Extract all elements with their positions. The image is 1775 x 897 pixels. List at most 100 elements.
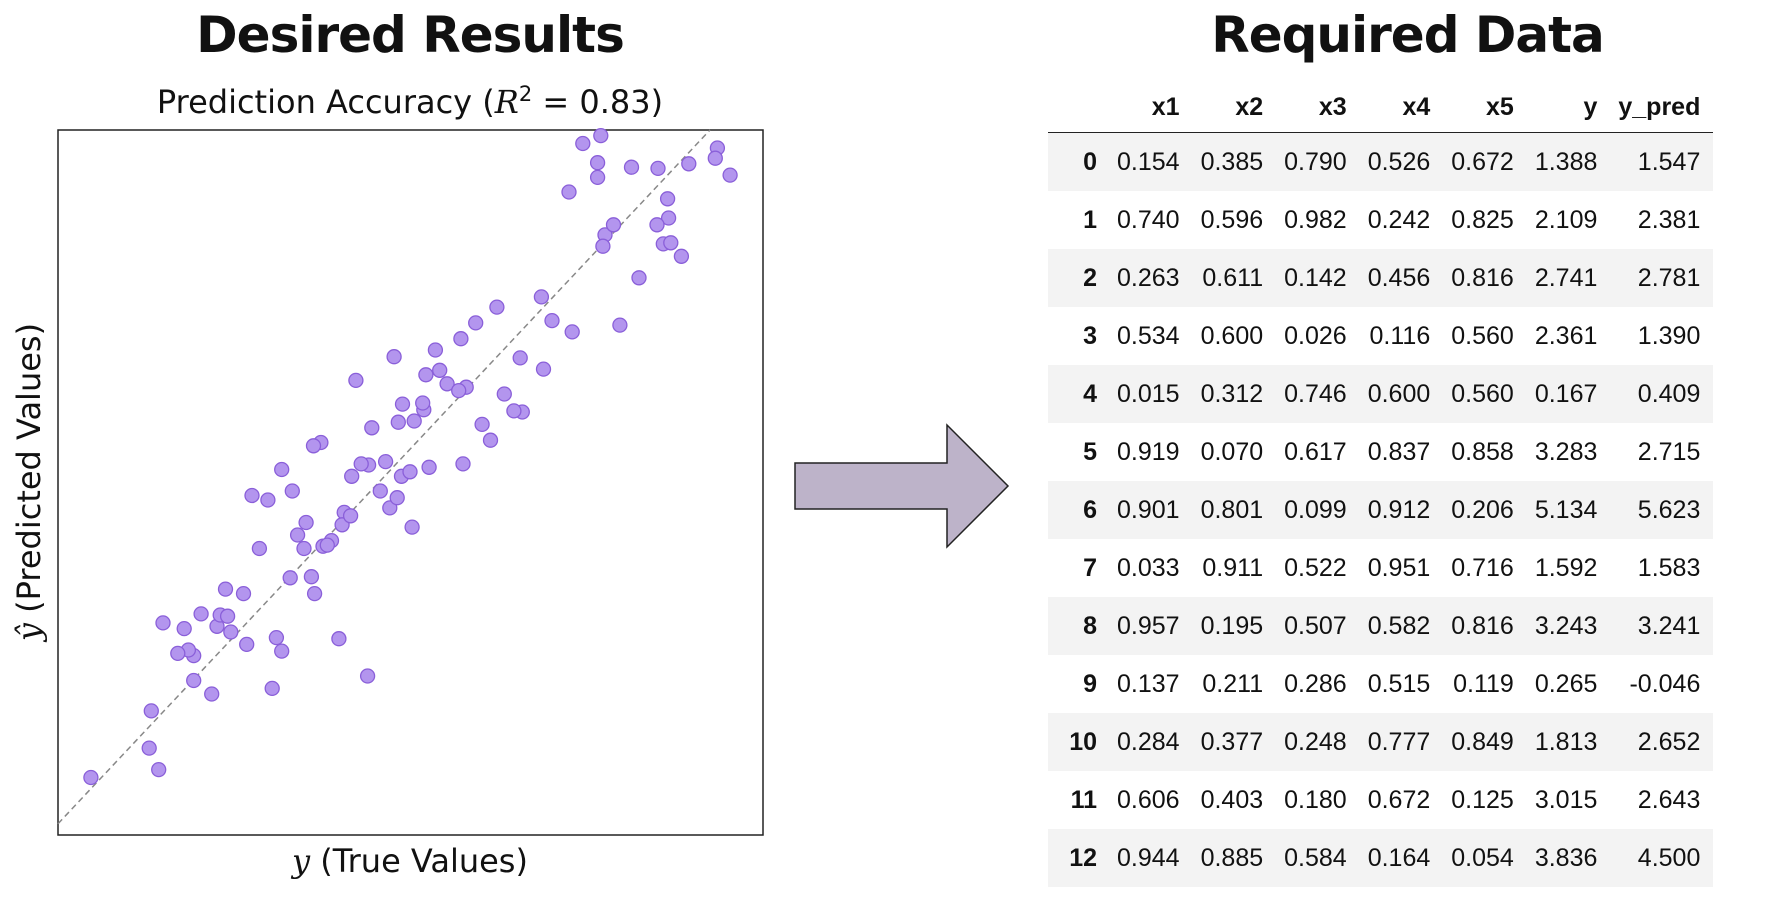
table-cell: 0.195 — [1200, 611, 1264, 640]
data-point — [359, 668, 376, 684]
table-cell: 0.456 — [1367, 263, 1431, 292]
table-cell: 1.388 — [1534, 147, 1598, 176]
right-arrow-icon — [794, 423, 1010, 549]
table-cell: 0.672 — [1451, 147, 1514, 176]
table-cell: 0.265 — [1534, 669, 1598, 698]
data-point — [217, 581, 234, 597]
table-cell: 0.837 — [1367, 437, 1431, 466]
left-panel-heading: Desired Results — [196, 6, 625, 64]
table-cell: 0.801 — [1200, 495, 1264, 524]
data-point — [631, 270, 647, 286]
table-row: 9 0.137 0.211 0.286 0.515 0.119 0.265 -0.046 — [1048, 655, 1714, 713]
data-point — [319, 537, 335, 553]
data-point — [544, 312, 560, 329]
table-cell: 3.243 — [1534, 611, 1598, 640]
table-row-index: 9 — [1083, 669, 1097, 698]
table-cell: 0.740 — [1117, 205, 1180, 234]
data-point — [223, 624, 239, 640]
table-header-cell: x3 — [1276, 82, 1360, 133]
data-point — [605, 217, 622, 233]
table-cell: 2.381 — [1637, 205, 1701, 234]
data-point — [453, 331, 469, 347]
data-point — [575, 135, 591, 152]
table-cell: 3.015 — [1534, 785, 1598, 814]
table-cell: 1.592 — [1534, 553, 1598, 582]
data-point — [305, 438, 322, 454]
table-cell: 0.858 — [1451, 437, 1514, 466]
table-cell: 0.600 — [1367, 379, 1431, 408]
table-cell: 0.560 — [1451, 379, 1514, 408]
table-cell: 2.643 — [1637, 785, 1701, 814]
table-cell: 0.951 — [1367, 553, 1431, 582]
table-row-index: 5 — [1083, 437, 1097, 466]
data-point — [364, 420, 380, 436]
data-point — [406, 413, 422, 429]
table-cell: 3.241 — [1637, 611, 1701, 640]
data-points — [83, 127, 738, 786]
data-point — [268, 629, 285, 646]
table-row: 7 0.033 0.911 0.522 0.951 0.716 1.592 1.583 — [1048, 539, 1714, 597]
table-cell: 5.623 — [1637, 495, 1701, 524]
table-row-index: 1 — [1083, 205, 1097, 234]
table-cell: 0.242 — [1367, 205, 1431, 234]
table-cell: 0.617 — [1284, 437, 1347, 466]
table-row-index: 12 — [1069, 843, 1097, 872]
data-point — [663, 235, 679, 251]
table-cell: 0.911 — [1202, 553, 1264, 582]
table-cell: 0.099 — [1284, 495, 1347, 524]
data-point — [284, 483, 300, 499]
table-cell: 0.211 — [1202, 669, 1264, 698]
table-cell: 0.582 — [1367, 611, 1431, 640]
data-point — [506, 403, 522, 419]
data-point — [650, 160, 666, 177]
data-point — [344, 468, 360, 484]
data-point — [589, 169, 606, 186]
data-point — [372, 483, 388, 499]
data-point — [673, 248, 690, 264]
data-point — [593, 127, 609, 144]
table-row-index: 11 — [1070, 785, 1097, 814]
table-cell: 0.206 — [1451, 495, 1514, 524]
table-header-cell: x2 — [1192, 82, 1277, 133]
data-point — [612, 317, 628, 333]
table-cell: 1.813 — [1534, 727, 1598, 756]
table-cell: 0.534 — [1117, 321, 1180, 350]
data-point — [151, 761, 167, 778]
table-header-cell: x1 — [1109, 82, 1193, 133]
data-point — [235, 585, 252, 602]
data-point — [264, 680, 280, 697]
data-point — [289, 527, 306, 543]
table-header-row: x1 x2 x3 x4 x5 y y_pred — [1048, 82, 1714, 133]
table-row-index: 7 — [1083, 553, 1097, 582]
data-point — [170, 645, 186, 662]
data-point — [394, 396, 411, 412]
table-cell: 0.137 — [1117, 669, 1180, 698]
data-point — [386, 349, 402, 365]
data-point — [260, 492, 276, 508]
table-cell: 2.652 — [1637, 727, 1701, 756]
table-cell: 1.583 — [1637, 553, 1701, 582]
data-point — [707, 150, 723, 166]
table-cell: 0.790 — [1284, 147, 1347, 176]
table-cell: 0.716 — [1451, 553, 1514, 582]
data-point — [296, 540, 312, 557]
data-point — [404, 519, 420, 535]
table-cell: 0.982 — [1284, 205, 1347, 234]
table-cell: 5.134 — [1534, 495, 1598, 524]
data-point — [389, 490, 405, 506]
data-point — [468, 315, 484, 331]
right-panel-heading: Required Data — [1211, 6, 1605, 64]
data-point — [143, 703, 159, 719]
table-header-index — [1048, 82, 1109, 133]
data-point — [83, 769, 99, 786]
data-point — [251, 540, 268, 557]
table-cell: 0.248 — [1284, 727, 1347, 756]
data-point — [455, 456, 471, 472]
table-row: 0 0.154 0.385 0.790 0.526 0.672 1.388 1.547 — [1048, 132, 1714, 191]
table-cell: 0.263 — [1117, 263, 1180, 292]
table-cell: 0.746 — [1284, 379, 1347, 408]
table-row: 6 0.901 0.801 0.099 0.912 0.206 5.134 5.623 — [1048, 481, 1714, 539]
chart-title-suffix: = 0.83) — [532, 83, 663, 121]
data-point — [390, 414, 406, 430]
table-row: 8 0.957 0.195 0.507 0.582 0.816 3.243 3.241 — [1048, 597, 1714, 655]
